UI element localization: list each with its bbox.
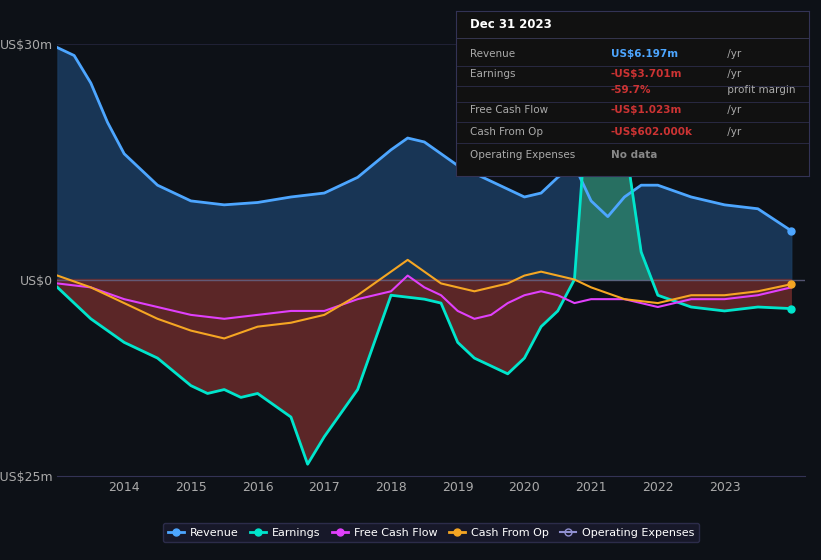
Text: No data: No data: [611, 150, 658, 160]
Legend: Revenue, Earnings, Free Cash Flow, Cash From Op, Operating Expenses: Revenue, Earnings, Free Cash Flow, Cash …: [163, 523, 699, 542]
Text: -US$602.000k: -US$602.000k: [611, 127, 693, 137]
Text: -59.7%: -59.7%: [611, 86, 652, 96]
Text: /yr: /yr: [724, 49, 741, 59]
Text: profit margin: profit margin: [724, 86, 796, 96]
Text: US$6.197m: US$6.197m: [611, 49, 678, 59]
Text: /yr: /yr: [724, 105, 741, 115]
Text: Earnings: Earnings: [470, 69, 516, 79]
Text: Dec 31 2023: Dec 31 2023: [470, 18, 552, 31]
Text: Free Cash Flow: Free Cash Flow: [470, 105, 548, 115]
Text: -US$1.023m: -US$1.023m: [611, 105, 682, 115]
Text: Cash From Op: Cash From Op: [470, 127, 543, 137]
Text: /yr: /yr: [724, 127, 741, 137]
Text: -US$3.701m: -US$3.701m: [611, 69, 682, 79]
Text: /yr: /yr: [724, 69, 741, 79]
Text: Operating Expenses: Operating Expenses: [470, 150, 575, 160]
Text: Revenue: Revenue: [470, 49, 515, 59]
